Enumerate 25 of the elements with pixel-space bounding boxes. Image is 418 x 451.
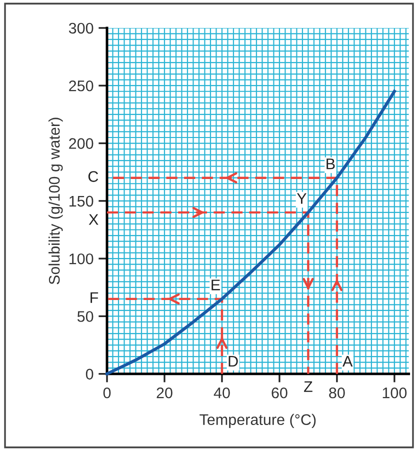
y-tick-label: 150 bbox=[69, 196, 94, 207]
annotation: Y bbox=[296, 193, 306, 204]
y-tick-label: 100 bbox=[69, 253, 94, 264]
x-tick-label: 0 bbox=[103, 387, 111, 398]
annotation: C bbox=[88, 171, 98, 182]
x-tick-label: 100 bbox=[382, 387, 407, 398]
y-tick-label: 250 bbox=[69, 80, 94, 92]
x-tick-label: 40 bbox=[214, 387, 230, 398]
line-series bbox=[105, 90, 396, 376]
x-tick-label: 20 bbox=[156, 387, 172, 398]
y-tick-label: 50 bbox=[77, 311, 94, 322]
y-tick-label: 200 bbox=[69, 138, 94, 149]
annotation: F bbox=[90, 292, 98, 303]
annotation: B bbox=[326, 158, 335, 170]
x-axis-title: Temperature (°C) bbox=[200, 414, 316, 428]
y-tick-label: 0 bbox=[86, 368, 94, 380]
annotation: E bbox=[212, 280, 220, 290]
y-tick-label: 300 bbox=[68, 22, 94, 34]
y-axis-title: Solubility (g/100 g water) bbox=[48, 118, 63, 284]
x-tick-label: 80 bbox=[329, 387, 345, 398]
annotation: X bbox=[88, 214, 98, 225]
annotation: D bbox=[228, 356, 238, 367]
annotation: Z bbox=[304, 381, 312, 392]
x-tick-label: 60 bbox=[272, 387, 288, 398]
annotation: A bbox=[342, 356, 353, 367]
